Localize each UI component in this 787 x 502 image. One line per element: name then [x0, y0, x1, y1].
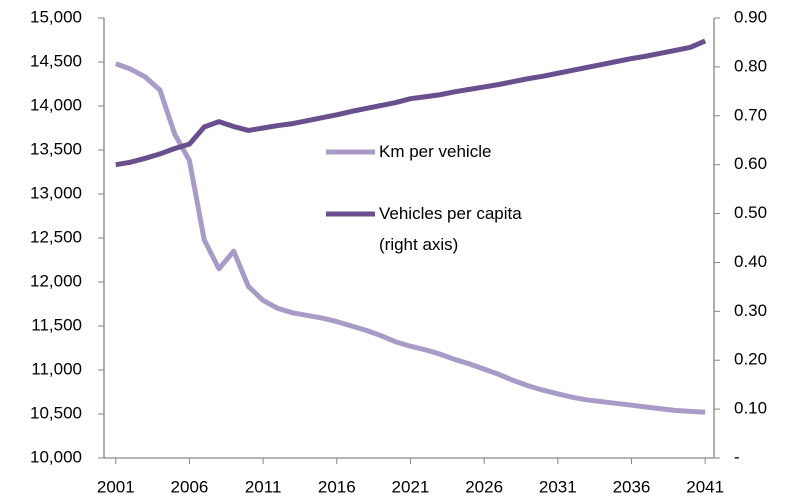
y2-tick-label: 0.10: [734, 399, 767, 418]
x-tick-label: 2031: [539, 477, 577, 496]
y-tick-label: 10,000: [30, 447, 82, 466]
y-tick-label: 10,500: [30, 403, 82, 422]
x-tick-label: 2006: [171, 477, 209, 496]
x-tick-label: 2021: [392, 477, 430, 496]
y-tick-label: 11,000: [31, 359, 82, 378]
legend-label: Km per vehicle: [379, 142, 492, 161]
y-tick-label: 14,500: [30, 51, 82, 70]
x-tick-label: 2016: [318, 477, 356, 496]
y-tick-label: 13,500: [30, 139, 82, 158]
x-tick-label: 2041: [686, 477, 724, 496]
y2-tick-label: 0.70: [734, 105, 767, 124]
y2-tick-label: -: [734, 447, 740, 466]
legend-label: Vehicles per capita (right axis): [379, 204, 522, 254]
y-tick-label: 12,000: [30, 271, 82, 290]
y2-tick-label: 0.40: [734, 252, 767, 271]
y2-tick-label: 0.60: [734, 154, 767, 173]
y-tick-label: 13,000: [30, 183, 82, 202]
line-series: [115, 38, 707, 168]
x-tick-label: 2011: [245, 477, 282, 496]
y-tick-label: 15,000: [30, 7, 82, 26]
y2-tick-label: 0.80: [734, 56, 767, 75]
y-tick-label: 14,000: [30, 95, 82, 114]
y-tick-label: 12,500: [30, 227, 82, 246]
y2-tick-label: 0.20: [734, 350, 767, 369]
y2-tick-label: 0.90: [734, 7, 767, 26]
x-tick-label: 2026: [465, 477, 503, 496]
y-tick-label: 11,500: [31, 315, 82, 334]
y2-tick-label: 0.50: [734, 203, 767, 222]
x-tick-label: 2001: [97, 477, 135, 496]
y2-tick-label: 0.30: [734, 301, 767, 320]
line-series: [114, 61, 706, 415]
x-tick-label: 2036: [613, 477, 651, 496]
